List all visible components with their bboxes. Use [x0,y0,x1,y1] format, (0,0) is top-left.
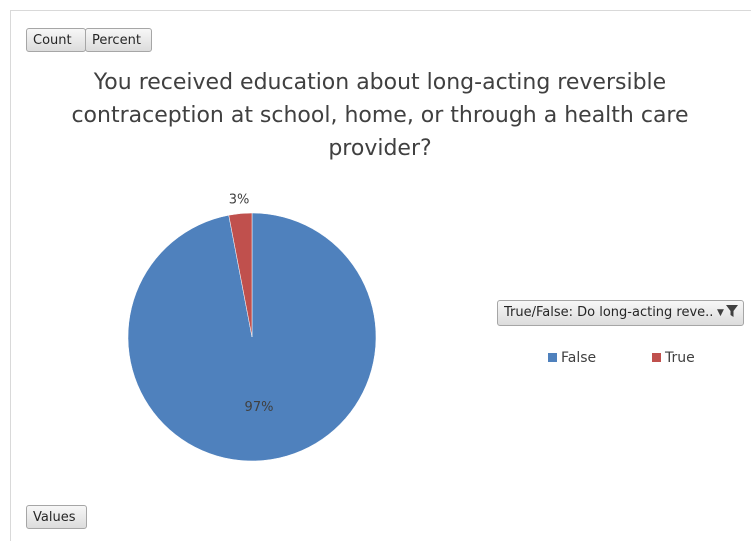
legend-swatch-false [548,352,557,362]
percent-button[interactable]: Percent [85,28,152,52]
legend-item-true: True [652,350,695,366]
funnel-icon[interactable] [725,304,739,318]
data-label-true: 3% [229,193,250,208]
count-button[interactable]: Count [26,28,86,52]
legend-swatch-true [652,352,661,362]
dropdown-arrow-icon[interactable]: ▼ [717,308,724,318]
legend-label-true: True [665,350,695,366]
chart-title: You received education about long-acting… [71,70,689,161]
filter-field-button[interactable]: True/False: Do long-acting reve... ▼ [497,300,744,326]
legend-item-false: False [548,350,596,366]
pie-slice-true [228,212,253,338]
filter-field-label: True/False: Do long-acting reve... [504,305,712,320]
values-button[interactable]: Values [26,505,87,529]
chart-area [10,10,751,541]
data-label-false: 97% [245,400,274,415]
legend-label-false: False [561,350,597,366]
